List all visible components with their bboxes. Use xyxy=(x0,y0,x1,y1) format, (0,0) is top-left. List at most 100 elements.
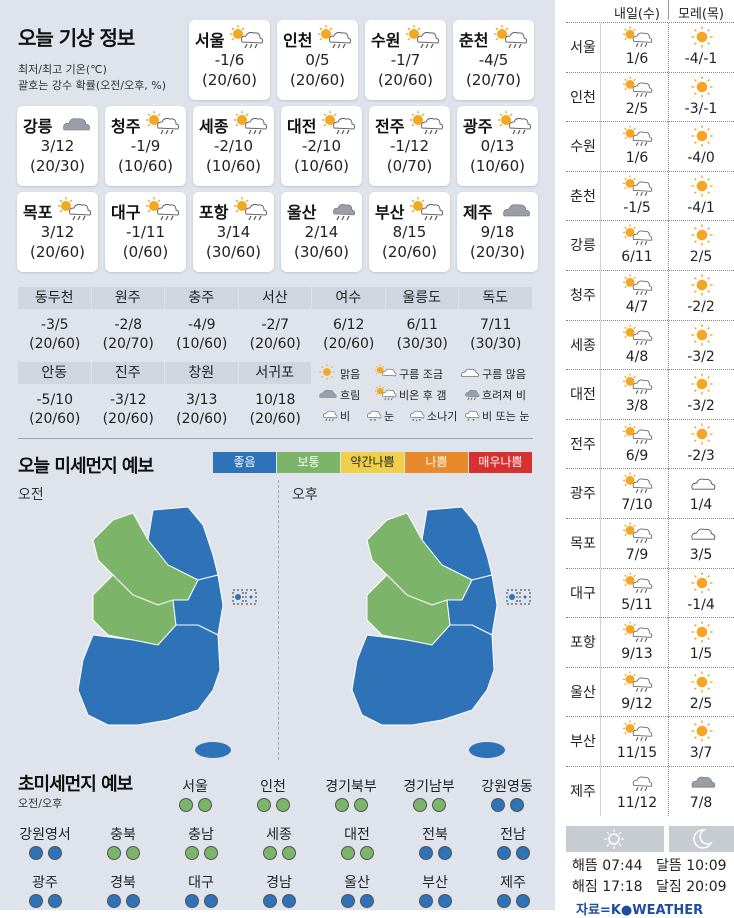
ultra-pm-dot xyxy=(204,846,218,860)
forecast-row: 강릉 6/11 2/5 xyxy=(566,220,734,271)
forecast-row: 서울 1/6 -4/-1 xyxy=(566,22,734,72)
ultra-pm-dot xyxy=(48,894,62,908)
ultra-am-dot xyxy=(107,894,121,908)
forecast-dayafter-temp: 3/7 xyxy=(689,745,713,762)
table-header-cell: 독도 xyxy=(459,287,532,309)
city-temp: 0/13 xyxy=(480,137,515,155)
city-name: 세종 xyxy=(199,117,229,136)
city-card: 대구 -1/11 (0/60) xyxy=(105,192,186,272)
forecast-city: 광주 xyxy=(570,486,596,503)
city-prob: (20/60) xyxy=(290,71,345,89)
cloud-outline-icon xyxy=(687,472,717,494)
city-name: 부산 xyxy=(375,203,405,222)
city-card: 포항 3/14 (30/60) xyxy=(193,192,274,272)
city-prob: (20/60) xyxy=(382,243,437,261)
ultra-am-dot xyxy=(257,798,271,812)
legend-item: 맑음 xyxy=(316,364,360,383)
regional-table-2: 안동 -5/10 (20/60) 진주 -3/12 (20/60) 창원 3/13 (20/60… xyxy=(18,362,533,432)
forecast-tomorrow-temp: 3/8 xyxy=(625,398,649,415)
ultra-pm-dot xyxy=(126,846,140,860)
city-temp: -1/6 xyxy=(214,51,245,69)
sun-icon xyxy=(687,76,717,98)
forecast-tomorrow-temp: 6/9 xyxy=(625,447,649,464)
ultra-subtitle: 오전/오후 xyxy=(18,797,63,810)
sun-icon xyxy=(687,621,717,643)
table-prob-cell: (20/60) xyxy=(29,411,81,427)
city-name: 대전 xyxy=(287,117,317,136)
rain-icon xyxy=(316,406,338,425)
forecast-dayafter-temp: -1/4 xyxy=(687,596,715,613)
city-prob: (10/60) xyxy=(294,157,349,175)
table-prob-cell: (20/60) xyxy=(29,336,81,352)
ultra-region-name: 충남 xyxy=(188,827,214,843)
dust-map-am xyxy=(77,506,257,758)
ultra-region-name: 제주 xyxy=(500,875,526,891)
table-temp-cell: 10/18 xyxy=(255,392,296,408)
city-card: 울산 2/14 (30/60) xyxy=(281,192,362,272)
ultra-pm-dot xyxy=(126,894,140,908)
dust-level-3: 약간나쁨 xyxy=(341,452,404,473)
ultra-pm-dot xyxy=(282,846,296,860)
city-card: 광주 0/13 (10/60) xyxy=(457,106,538,186)
city-prob: (20/60) xyxy=(202,71,257,89)
table-header-cell: 동두천 xyxy=(18,287,91,309)
city-card: 청주 -1/9 (10/60) xyxy=(105,106,186,186)
city-name: 제주 xyxy=(463,203,493,222)
ultra-pm-dot xyxy=(198,798,212,812)
forecast-dayafter-temp: -3/2 xyxy=(687,348,715,365)
ultra-am-dot xyxy=(185,846,199,860)
map-ulleung-box xyxy=(232,589,244,605)
legend-label: 비 또는 눈 xyxy=(482,409,530,423)
city-card: 세종 -2/10 (10/60) xyxy=(193,106,274,186)
sun-cloud-rain-icon xyxy=(146,111,180,135)
ultra-region-name: 충북 xyxy=(110,827,136,843)
left-panel: 오늘 기상 정보 최저/최고 기온(℃) 괄호는 강수 확률(오전/오후, %)… xyxy=(0,0,555,910)
forecast-row: 대전 3/8 -3/2 xyxy=(566,369,734,420)
ultra-pm-dot xyxy=(204,894,218,908)
forecast-city: 대구 xyxy=(570,585,596,602)
moonrise-text: 달뜸 10:09 xyxy=(656,858,727,874)
forecast-dayafter-temp: -4/1 xyxy=(687,199,715,216)
forecast-dayafter-temp: -2/2 xyxy=(687,299,715,315)
city-temp: 0/5 xyxy=(305,51,330,69)
forecast-dayafter-temp: -2/3 xyxy=(687,447,715,464)
sun-cloud-rain-icon xyxy=(234,197,268,221)
city-card: 강릉 3/12 (20/30) xyxy=(17,106,98,186)
city-temp: 3/12 xyxy=(40,223,75,241)
forecast-city: 부산 xyxy=(570,734,596,751)
sun-icon xyxy=(687,720,717,742)
ultra-pm-dot xyxy=(360,846,374,860)
ultra-am-dot xyxy=(263,846,277,860)
ultra-pm-dot xyxy=(354,798,368,812)
dust-map-pm xyxy=(351,506,531,758)
forecast-panel: 내일(수) 모레(목) 서울 1/6 -4/-1 인천 2/5 -3/-1 수원 1/6 -4/… xyxy=(566,0,734,918)
forecast-tomorrow-temp: -1/5 xyxy=(623,199,651,216)
table-prob-cell: (20/60) xyxy=(249,336,301,352)
city-card: 춘천 -4/5 (20/70) xyxy=(453,20,534,100)
table-prob-cell: (20/60) xyxy=(102,411,154,427)
legend-item: 흐림 xyxy=(316,385,360,404)
city-temp: 3/14 xyxy=(216,223,251,241)
sun-cloud-rain-icon xyxy=(410,197,444,221)
ultra-pm-dot xyxy=(432,798,446,812)
sun-icon xyxy=(687,373,717,395)
table-header-cell: 여수 xyxy=(312,287,385,309)
dust-level-4: 나쁨 xyxy=(405,452,468,473)
city-name: 포항 xyxy=(199,203,229,222)
ultra-region-name: 전남 xyxy=(500,827,526,843)
forecast-tomorrow-temp: 9/12 xyxy=(621,695,653,712)
pm-label: 오후 xyxy=(292,487,318,503)
forecast-dayafter-temp: -4/-1 xyxy=(684,51,718,67)
forecast-col-tomorrow: 내일(수) xyxy=(613,7,661,22)
sun-cloud-rain-icon xyxy=(58,197,92,221)
forecast-tomorrow-temp: 1/6 xyxy=(625,150,649,167)
legend-label: 구름 많음 xyxy=(482,367,526,381)
forecast-dayafter-temp: -3/2 xyxy=(687,398,715,415)
ultra-pm-dot xyxy=(510,798,524,812)
cloud-icon xyxy=(316,385,338,404)
forecast-city: 제주 xyxy=(570,784,596,800)
forecast-row: 전주 6/9 -2/3 xyxy=(566,418,734,469)
map-divider xyxy=(278,480,279,760)
note-temperature: 최저/최고 기온(℃) xyxy=(18,63,107,76)
sun-icon xyxy=(687,423,717,445)
